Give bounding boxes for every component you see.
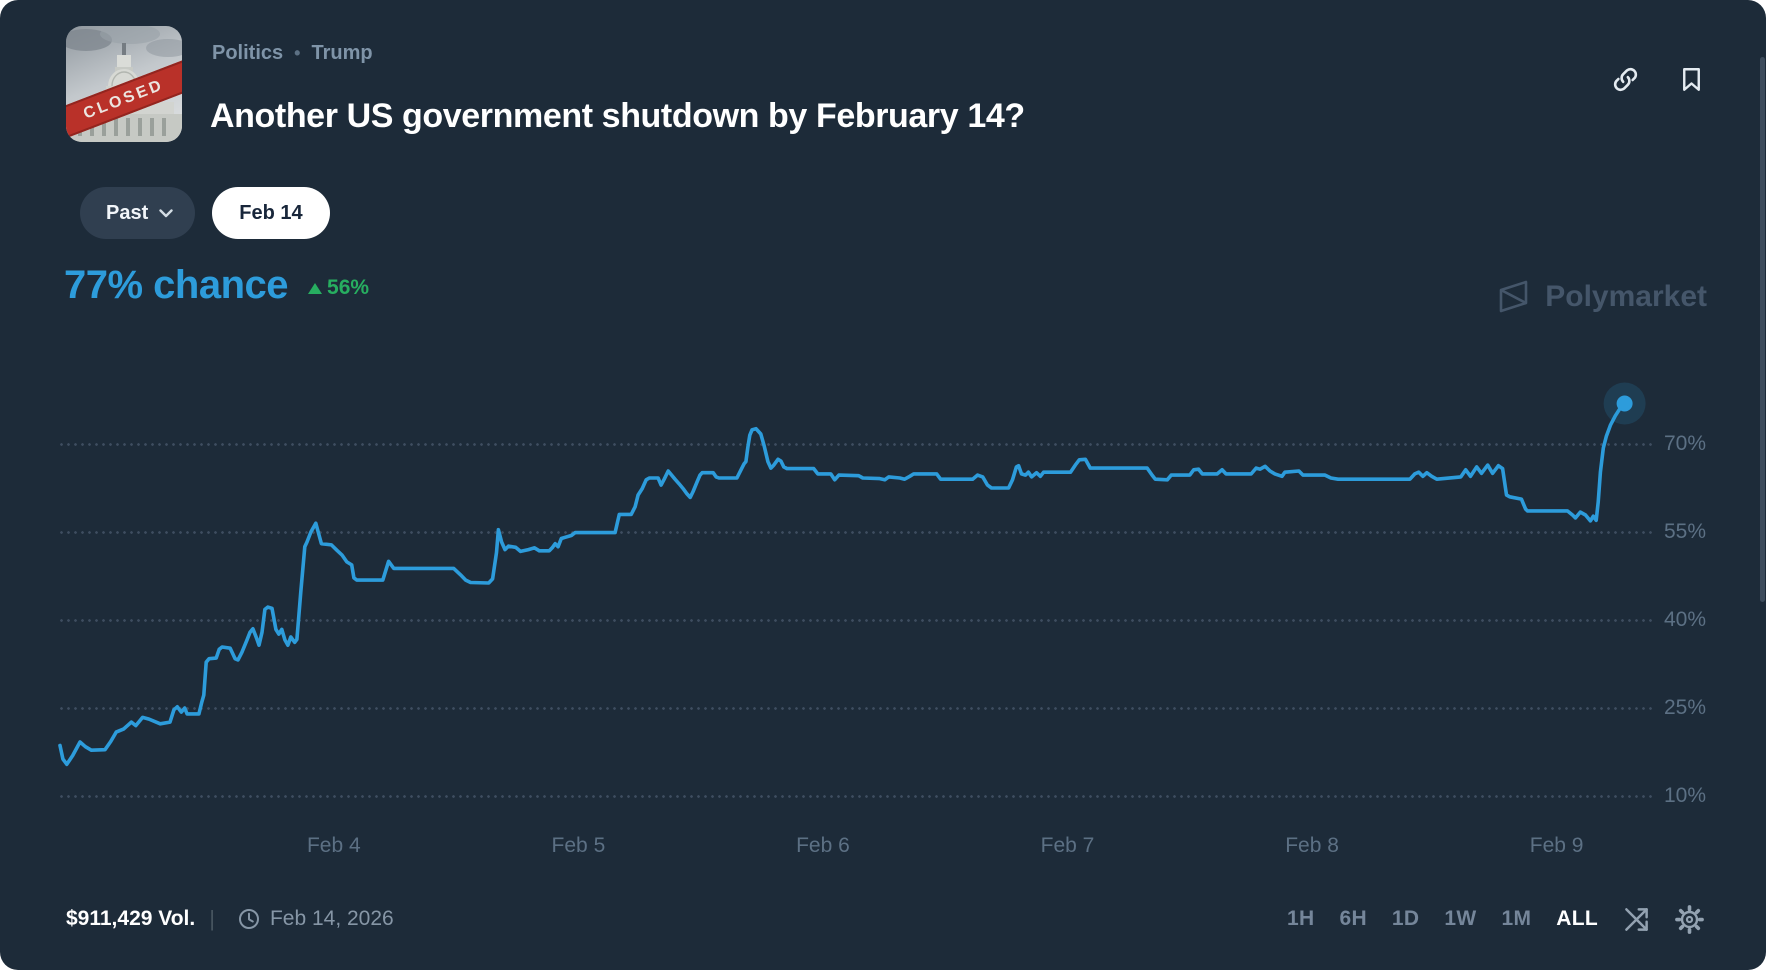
watermark-brand: Polymarket bbox=[1545, 279, 1707, 313]
probability-row: 77% chance 56% bbox=[64, 260, 369, 310]
gridline-25 bbox=[58, 706, 1652, 710]
range-button-1h[interactable]: 1H bbox=[1287, 907, 1315, 930]
x-tick-feb-8: Feb 8 bbox=[1285, 834, 1339, 857]
link-icon bbox=[1613, 67, 1638, 92]
y-tick-10: 10% bbox=[1664, 784, 1707, 807]
range-button-1w[interactable]: 1W bbox=[1444, 907, 1477, 930]
chance-value: 77% chance bbox=[64, 262, 289, 307]
y-tick-25: 25% bbox=[1664, 696, 1707, 719]
y-tick-40: 40% bbox=[1664, 608, 1707, 631]
chevron-down-icon bbox=[159, 208, 173, 217]
x-tick-feb-6: Feb 6 bbox=[796, 834, 850, 857]
chance-change: 56% bbox=[308, 276, 369, 300]
x-tick-feb-7: Feb 7 bbox=[1040, 834, 1095, 857]
breadcrumb-separator: • bbox=[294, 43, 301, 63]
range-button-6h[interactable]: 6H bbox=[1339, 907, 1367, 930]
last-point-dot bbox=[1616, 395, 1633, 412]
gridline-70 bbox=[58, 442, 1652, 446]
clock-icon bbox=[238, 909, 259, 929]
filter-row: Past Feb 14 bbox=[80, 187, 330, 239]
page-title: Another US government shutdown by Februa… bbox=[210, 96, 1025, 135]
x-tick-feb-4: Feb 4 bbox=[306, 834, 361, 857]
gridline-40 bbox=[58, 618, 1652, 622]
polymarket-watermark[interactable]: Polymarket bbox=[1495, 278, 1707, 315]
market-thumbnail[interactable]: CLOSED bbox=[66, 26, 182, 142]
gridline-10 bbox=[58, 794, 1652, 798]
time-range-group: 1H 6H 1D 1W 1M ALL bbox=[1287, 907, 1598, 931]
volume-label: $911,429 Vol. bbox=[66, 907, 196, 930]
range-button-1d[interactable]: 1D bbox=[1391, 907, 1420, 930]
range-button-all[interactable]: ALL bbox=[1556, 907, 1598, 930]
past-dropdown-label: Past bbox=[106, 201, 149, 224]
footer-divider: | bbox=[209, 906, 215, 931]
up-triangle-icon bbox=[308, 282, 323, 294]
header-actions bbox=[1610, 64, 1706, 95]
footer-meta: $911,429 Vol. | Feb 14, 2026 bbox=[66, 900, 394, 938]
compare-button[interactable] bbox=[1623, 906, 1650, 933]
range-button-1m[interactable]: 1M bbox=[1501, 907, 1532, 930]
y-tick-55: 55% bbox=[1664, 520, 1707, 543]
x-tick-feb-5: Feb 5 bbox=[551, 834, 606, 857]
x-tick-feb-9: Feb 9 bbox=[1529, 834, 1584, 857]
breadcrumb-tag[interactable]: Trump bbox=[311, 42, 373, 64]
outcome-pill-label: Feb 14 bbox=[239, 201, 303, 224]
settings-button[interactable] bbox=[1675, 904, 1704, 934]
bookmark-icon bbox=[1683, 68, 1700, 91]
compare-arrows-icon bbox=[1625, 907, 1648, 931]
breadcrumb: Politics • Trump bbox=[212, 42, 373, 65]
price-line bbox=[58, 401, 1627, 767]
chance-change-value: 56% bbox=[327, 276, 370, 299]
outcome-pill-feb14[interactable]: Feb 14 bbox=[212, 187, 330, 239]
breadcrumb-category[interactable]: Politics bbox=[212, 42, 284, 64]
past-dropdown[interactable]: Past bbox=[80, 187, 196, 239]
polymarket-logo-icon bbox=[1499, 280, 1528, 313]
gear-icon bbox=[1675, 904, 1704, 934]
gridline-55 bbox=[58, 530, 1652, 534]
y-tick-70: 70% bbox=[1664, 432, 1707, 455]
end-date-label: Feb 14, 2026 bbox=[269, 907, 394, 930]
copy-link-button[interactable] bbox=[1610, 64, 1641, 95]
bookmark-button[interactable] bbox=[1677, 64, 1706, 95]
chart-controls: 1H 6H 1D 1W 1M ALL bbox=[1287, 898, 1704, 940]
scrollbar[interactable] bbox=[1760, 57, 1765, 602]
